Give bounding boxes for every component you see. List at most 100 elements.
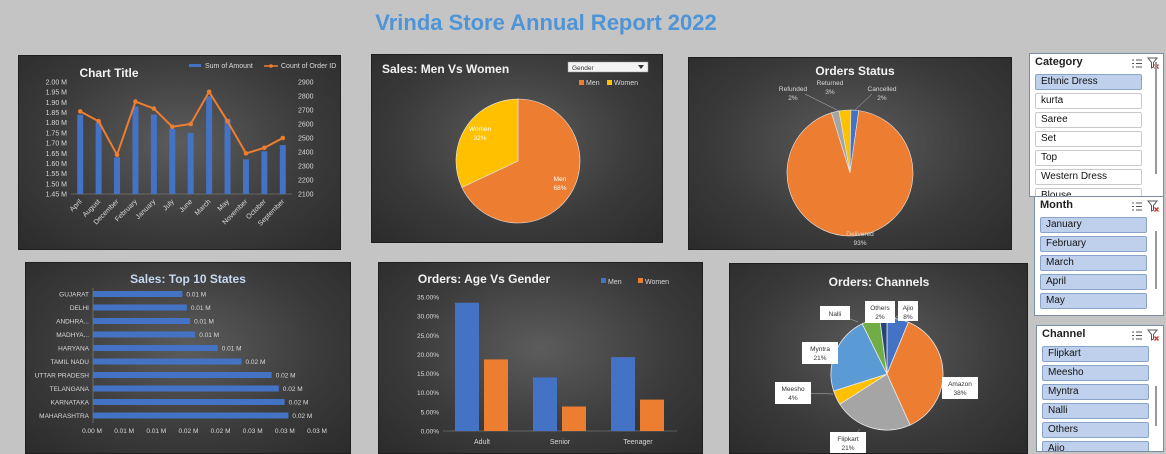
chart-title: Orders: Channels (829, 275, 930, 289)
slicer-item[interactable]: January (1040, 217, 1147, 233)
line-point (114, 152, 120, 158)
y-tick-right: 2400 (298, 150, 314, 157)
leader-line-cancelled (854, 93, 873, 111)
legend-label-women: Women (614, 80, 638, 87)
x-tick-label: January (135, 198, 158, 221)
state-label: DELHI (70, 305, 89, 312)
legend-label-women: Women (645, 279, 669, 286)
chart-title: Sales: Top 10 States (130, 272, 246, 286)
line-order-count (79, 89, 284, 158)
month-slicer[interactable]: Month January February March April May (1034, 196, 1164, 316)
line-point (151, 106, 157, 111)
slicer-header: Month (1035, 197, 1163, 217)
slicer-scrollbar[interactable] (1155, 231, 1157, 289)
chart-age-vs-gender[interactable]: Orders: Age Vs Gender Men Women 0.00% 5.00% 1… (378, 262, 703, 454)
label-box-myntra (802, 342, 838, 364)
slicer-item[interactable]: Flipkart (1042, 346, 1149, 362)
chart-svg: Orders Status Refunded 2% Returned 3% Cancell… (779, 64, 914, 247)
legend-swatch-women (638, 278, 643, 283)
slicer-item[interactable]: kurta (1035, 93, 1142, 109)
x-tick-label: 0.02 M (178, 428, 198, 435)
slice-label-men: Men (554, 176, 567, 183)
slice-pct-flipkart: 21% (841, 445, 854, 452)
chart-top-states[interactable]: Sales: Top 10 States GUJARAT 0.01 M DELHI 0.… (25, 262, 351, 454)
slice-label-myntra: Myntra (810, 346, 830, 353)
line-point (262, 145, 267, 151)
line-point (188, 121, 194, 127)
chart-orders-status[interactable]: Orders Status Refunded 2% Returned 3% Cancell… (688, 57, 1012, 250)
state-bar (93, 399, 285, 405)
state-value-label: 0.01 M (222, 346, 242, 353)
state-bar (93, 372, 272, 378)
slicer-scrollbar[interactable] (1155, 62, 1157, 174)
multi-select-icon[interactable] (1131, 330, 1143, 341)
x-tick-label: 0.02 M (211, 428, 231, 435)
clear-filter-icon[interactable] (1147, 200, 1159, 212)
slice-pct-ajio: 8% (903, 314, 913, 321)
state-value-label: 0.01 M (186, 292, 206, 299)
chevron-down-icon[interactable] (638, 65, 644, 69)
chart-amount-orders[interactable]: Chart Title Sum of Amount Count of Order I… (18, 55, 341, 250)
pie-slice-delivered (786, 110, 914, 237)
y-tick-left: 1.55 M (46, 171, 68, 178)
x-tick-label: 0.01 M (146, 428, 166, 435)
slice-label-flipkart: Flipkart (837, 436, 859, 443)
slicer-item[interactable]: Meesho (1042, 365, 1149, 381)
slicer-item[interactable]: February (1040, 236, 1147, 252)
slicer-item[interactable]: May (1040, 293, 1147, 309)
pie-slice-amazon (886, 321, 944, 426)
bar-amount (224, 118, 231, 194)
category-slicer[interactable]: Category Ethnic Dress kurta Saree Set Top West… (1029, 53, 1164, 197)
slice-pct-refunded: 2% (788, 95, 798, 102)
report-title: Vrinda Store Annual Report 2022 (375, 10, 717, 35)
slice-pct-myntra: 21% (813, 355, 826, 362)
line-point (206, 89, 212, 95)
slicer-item[interactable]: Others (1042, 422, 1149, 438)
line-point (280, 135, 286, 141)
state-label: UTTAR PRADESH (35, 373, 90, 380)
chart-svg: Orders: Age Vs Gender Men Women 0.00% 5.00% 1… (417, 272, 677, 446)
slicer-item[interactable]: March (1040, 255, 1147, 271)
label-box-flipkart (830, 432, 866, 453)
clear-filter-icon[interactable] (1147, 329, 1159, 341)
slicer-item[interactable]: Nalli (1042, 403, 1149, 419)
slice-label-meesho: Meesho (781, 386, 805, 393)
slicer-item[interactable]: Top (1035, 150, 1142, 166)
state-label: MADHYA... (56, 332, 89, 339)
bar-men (611, 357, 635, 431)
slice-label-amazon: Amazon (948, 381, 972, 388)
slicer-item[interactable]: Set (1035, 131, 1142, 147)
chart-channels[interactable]: Orders: Channels Ajio 8% Amazon 38% Flipkart 2… (729, 263, 1028, 454)
slicer-item[interactable]: Myntra (1042, 384, 1149, 400)
state-label: TAMIL NADU (50, 359, 89, 366)
state-label: ANDHRA... (56, 319, 89, 326)
chart-men-vs-women[interactable]: Sales: Men Vs Women Gender Men Women Men 68% W… (371, 54, 663, 243)
x-tick-label: 0.03 M (243, 428, 263, 435)
label-box-nalli (820, 306, 850, 320)
slicer-item[interactable]: Ethnic Dress (1035, 74, 1142, 90)
bar-women (640, 399, 664, 431)
legend-marker-orders (269, 64, 273, 68)
slicer-item[interactable]: Ajio (1042, 441, 1149, 451)
label-box-ajio (898, 301, 918, 321)
slicer-item[interactable]: April (1040, 274, 1147, 290)
state-value-label: 0.02 M (292, 413, 312, 420)
slice-pct-others: 2% (875, 314, 885, 321)
multi-select-icon[interactable] (1131, 58, 1143, 69)
chart-svg: Chart Title Sum of Amount Count of Order I… (46, 63, 337, 228)
y-tick-left: 1.90 M (46, 100, 68, 107)
slicer-item[interactable]: Western Dress (1035, 169, 1142, 185)
slicer-item[interactable]: Saree (1035, 112, 1142, 128)
bar-amount (132, 106, 139, 194)
slicer-scrollbar[interactable] (1155, 386, 1157, 426)
multi-select-icon[interactable] (1131, 201, 1143, 212)
channel-slicer[interactable]: Channel Flipkart Meesho Myntra Nalli Others Aj… (1036, 325, 1164, 452)
gender-filter-dropdown[interactable] (567, 61, 649, 73)
bar-amount (279, 145, 286, 194)
slicer-item[interactable]: Blouse (1035, 188, 1142, 196)
gender-filter-label: Gender (572, 65, 595, 72)
clear-filter-icon[interactable] (1147, 57, 1159, 69)
slice-pct-delivered: 93% (853, 240, 866, 247)
slice-label-others: Others (870, 305, 890, 312)
state-value-label: 0.02 M (289, 400, 309, 407)
